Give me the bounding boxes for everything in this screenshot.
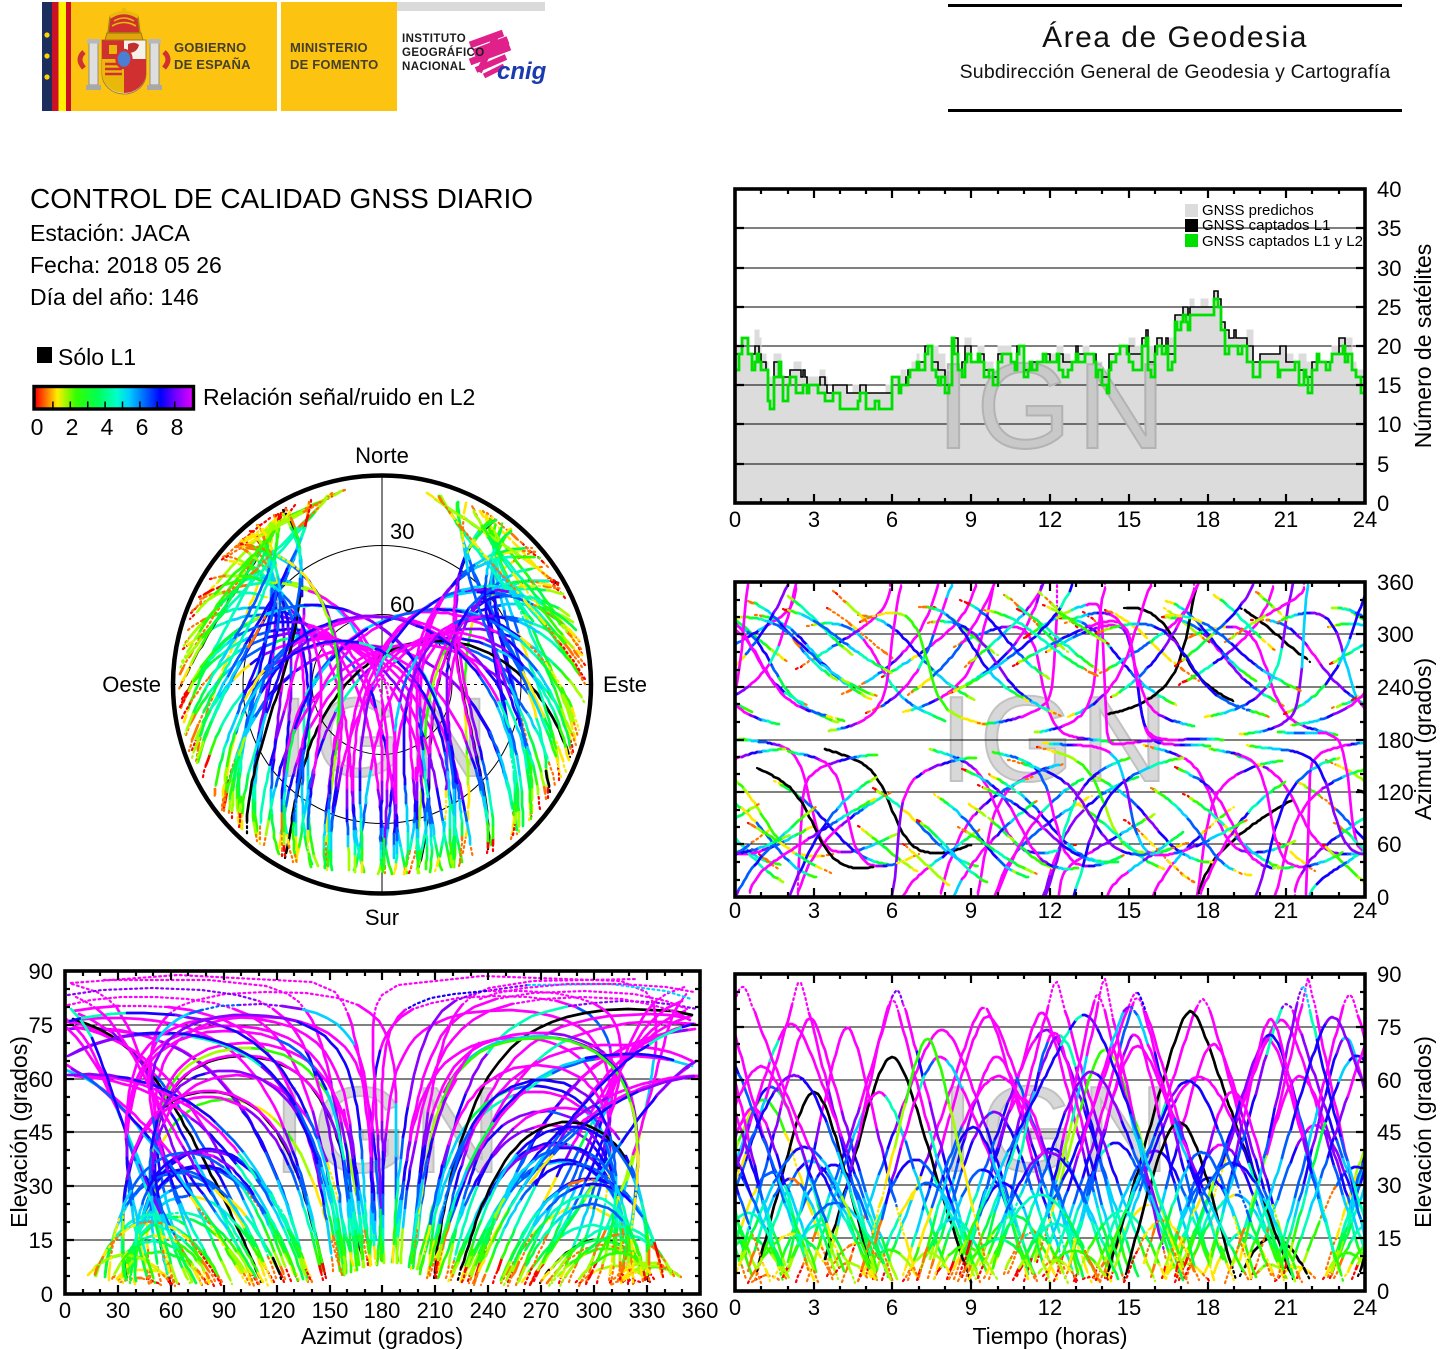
svg-text:15: 15: [29, 1228, 53, 1253]
svg-text:Este: Este: [603, 672, 647, 697]
svg-text:12: 12: [1038, 1295, 1062, 1320]
svg-text:24: 24: [1353, 898, 1377, 923]
svg-text:30: 30: [1377, 1173, 1401, 1198]
svg-text:Tiempo (horas): Tiempo (horas): [972, 1323, 1127, 1349]
svg-text:24: 24: [1353, 1295, 1377, 1320]
svg-text:210: 210: [417, 1298, 454, 1323]
svg-text:15: 15: [1117, 1295, 1141, 1320]
svg-text:15: 15: [1377, 373, 1401, 398]
svg-text:35: 35: [1377, 216, 1401, 241]
svg-text:60: 60: [390, 592, 414, 617]
svg-text:0: 0: [1377, 885, 1389, 910]
svg-text:180: 180: [1377, 728, 1414, 753]
svg-text:Azimut (grados): Azimut (grados): [301, 1323, 463, 1349]
svg-text:6: 6: [886, 1295, 898, 1320]
svg-text:6: 6: [886, 507, 898, 532]
svg-text:21: 21: [1274, 507, 1298, 532]
svg-text:30: 30: [29, 1174, 53, 1199]
svg-text:60: 60: [1377, 1068, 1401, 1093]
svg-text:120: 120: [1377, 780, 1414, 805]
svg-text:3: 3: [808, 1295, 820, 1320]
svg-text:18: 18: [1196, 507, 1220, 532]
svg-text:75: 75: [1377, 1015, 1401, 1040]
svg-text:3: 3: [808, 507, 820, 532]
svg-text:24: 24: [1353, 507, 1377, 532]
svg-text:Elevación (grados): Elevación (grados): [1410, 1036, 1436, 1228]
svg-text:Elevación (grados): Elevación (grados): [6, 1036, 32, 1228]
svg-text:75: 75: [29, 1013, 53, 1038]
svg-text:9: 9: [965, 1295, 977, 1320]
svg-text:15: 15: [1117, 898, 1141, 923]
svg-text:12: 12: [1038, 507, 1062, 532]
svg-text:30: 30: [390, 519, 414, 544]
svg-text:60: 60: [29, 1067, 53, 1092]
svg-text:0: 0: [729, 507, 741, 532]
svg-text:90: 90: [1377, 962, 1401, 987]
svg-text:0: 0: [59, 1298, 71, 1323]
svg-text:Azimut (grados): Azimut (grados): [1410, 658, 1436, 820]
svg-text:45: 45: [29, 1120, 53, 1145]
svg-text:45: 45: [1377, 1120, 1401, 1145]
svg-text:120: 120: [259, 1298, 296, 1323]
svg-text:15: 15: [1377, 1226, 1401, 1251]
svg-text:0: 0: [31, 414, 44, 440]
svg-text:60: 60: [159, 1298, 183, 1323]
svg-text:2: 2: [66, 414, 79, 440]
svg-text:60: 60: [1377, 832, 1401, 857]
svg-text:10: 10: [1377, 412, 1401, 437]
svg-text:90: 90: [29, 959, 53, 984]
svg-text:90: 90: [212, 1298, 236, 1323]
svg-text:0: 0: [41, 1282, 53, 1307]
svg-text:21: 21: [1274, 898, 1298, 923]
svg-text:Oeste: Oeste: [102, 672, 161, 697]
svg-text:15: 15: [1117, 507, 1141, 532]
svg-text:270: 270: [523, 1298, 560, 1323]
svg-text:150: 150: [312, 1298, 349, 1323]
svg-text:20: 20: [1377, 334, 1401, 359]
svg-text:6: 6: [886, 898, 898, 923]
svg-text:cnig: cnig: [497, 58, 547, 85]
svg-text:8: 8: [171, 414, 184, 440]
svg-text:Número de satélites: Número de satélites: [1410, 244, 1436, 449]
svg-text:5: 5: [1377, 452, 1389, 477]
svg-text:Sur: Sur: [365, 905, 399, 930]
svg-text:Norte: Norte: [355, 443, 409, 468]
svg-text:GNSS captados L1 y L2: GNSS captados L1 y L2: [1202, 233, 1363, 250]
svg-text:300: 300: [1377, 622, 1414, 647]
svg-text:18: 18: [1196, 898, 1220, 923]
svg-text:40: 40: [1377, 177, 1401, 202]
svg-text:21: 21: [1274, 1295, 1298, 1320]
svg-text:4: 4: [101, 414, 114, 440]
svg-text:12: 12: [1038, 898, 1062, 923]
svg-text:240: 240: [470, 1298, 507, 1323]
svg-text:9: 9: [965, 898, 977, 923]
svg-text:25: 25: [1377, 295, 1401, 320]
svg-text:360: 360: [1377, 570, 1414, 595]
svg-text:240: 240: [1377, 675, 1414, 700]
svg-text:9: 9: [965, 507, 977, 532]
svg-text:30: 30: [106, 1298, 130, 1323]
svg-text:6: 6: [136, 414, 149, 440]
svg-text:0: 0: [1377, 1279, 1389, 1304]
svg-text:18: 18: [1196, 1295, 1220, 1320]
svg-text:3: 3: [808, 898, 820, 923]
svg-text:GNSS predichos: GNSS predichos: [1202, 202, 1314, 219]
svg-text:180: 180: [364, 1298, 401, 1323]
svg-text:30: 30: [1377, 256, 1401, 281]
svg-text:Relación señal/ruido en L2: Relación señal/ruido en L2: [203, 384, 475, 410]
svg-text:GNSS captados L1: GNSS captados L1: [1202, 217, 1330, 234]
svg-text:0: 0: [729, 1295, 741, 1320]
svg-text:360: 360: [682, 1298, 719, 1323]
svg-text:300: 300: [576, 1298, 613, 1323]
svg-text:330: 330: [629, 1298, 666, 1323]
svg-text:0: 0: [1377, 491, 1389, 516]
svg-text:0: 0: [729, 898, 741, 923]
